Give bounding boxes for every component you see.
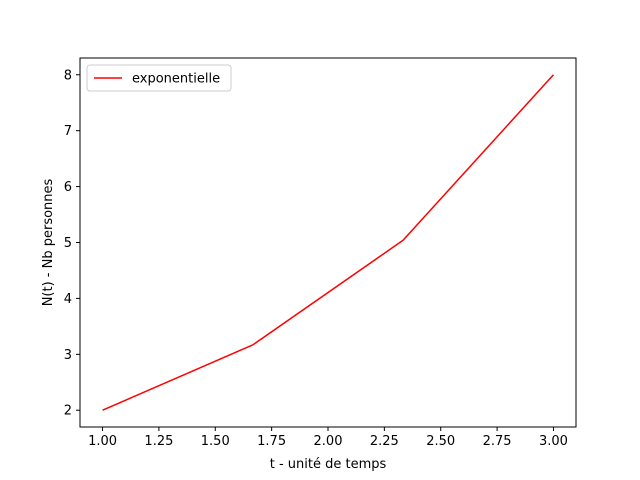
x-tick-label: 3.00 bbox=[539, 434, 568, 449]
y-tick-label: 6 bbox=[64, 180, 72, 195]
y-tick-label: 4 bbox=[64, 292, 72, 307]
series-layer bbox=[102, 74, 555, 411]
y-tick-label: 5 bbox=[64, 236, 72, 251]
plot-frame bbox=[79, 57, 577, 428]
y-tick-label: 7 bbox=[64, 124, 72, 139]
x-tick-label: 1.25 bbox=[144, 434, 173, 449]
y-axis-label: N(t) - Nb personnes bbox=[41, 178, 56, 306]
x-tick-label: 1.50 bbox=[201, 434, 230, 449]
legend-label-exponentielle: exponentielle bbox=[132, 72, 220, 87]
x-tick-label: 2.75 bbox=[483, 434, 512, 449]
x-tick-label: 2.00 bbox=[314, 434, 343, 449]
x-tick-label: 1.00 bbox=[88, 434, 117, 449]
x-tick-label: 2.25 bbox=[370, 434, 399, 449]
series-line-exponentielle bbox=[102, 74, 555, 411]
x-tick-label: 1.75 bbox=[257, 434, 286, 449]
y-tick-label: 8 bbox=[64, 68, 72, 83]
legend-box bbox=[86, 64, 232, 92]
x-axis-label: t - unité de temps bbox=[270, 457, 387, 472]
x-tick-label: 2.50 bbox=[426, 434, 455, 449]
legend: exponentielle bbox=[86, 64, 232, 92]
y-axis-ticks: 2 3 4 5 6 7 8 bbox=[64, 68, 80, 419]
y-tick-label: 2 bbox=[64, 404, 72, 419]
y-tick-label: 3 bbox=[64, 348, 72, 363]
x-axis-ticks: 1.00 1.25 1.50 1.75 2.00 2.25 2.50 2.75 3.00 bbox=[88, 427, 568, 449]
